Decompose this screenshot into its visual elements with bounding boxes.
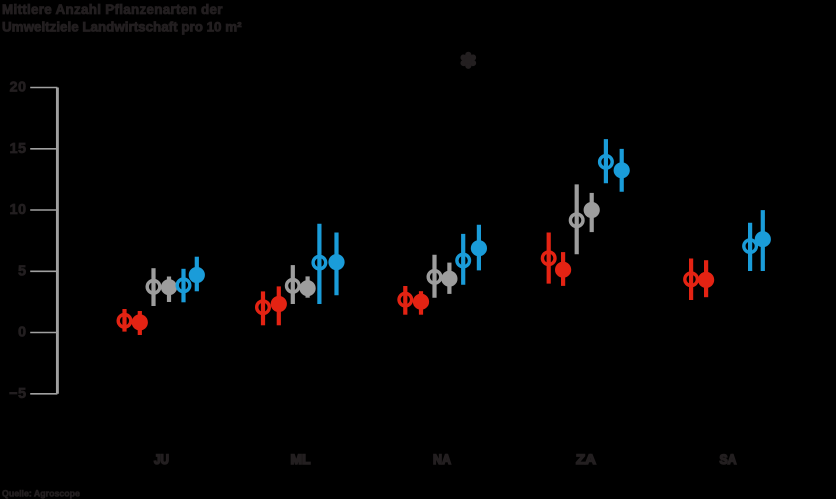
- svg-text:Umweltziele Landwirtschaft pro: Umweltziele Landwirtschaft pro 10 m²: [2, 20, 242, 35]
- svg-text:5: 5: [18, 264, 27, 280]
- svg-text:20: 20: [9, 80, 26, 96]
- svg-text:10: 10: [9, 202, 26, 218]
- svg-text:−5: −5: [9, 386, 26, 402]
- svg-text:0: 0: [18, 325, 27, 341]
- svg-text:ML: ML: [291, 451, 311, 467]
- svg-text:15: 15: [9, 141, 26, 157]
- svg-text:SA: SA: [720, 451, 737, 467]
- svg-text:JU: JU: [154, 451, 169, 467]
- svg-text:Mittlere Anzahl Pflanzenarten: Mittlere Anzahl Pflanzenarten der: [2, 2, 223, 17]
- svg-text:ZA: ZA: [576, 451, 596, 467]
- svg-text:Quelle: Agroscope: Quelle: Agroscope: [2, 488, 80, 498]
- svg-text:NA: NA: [433, 451, 451, 467]
